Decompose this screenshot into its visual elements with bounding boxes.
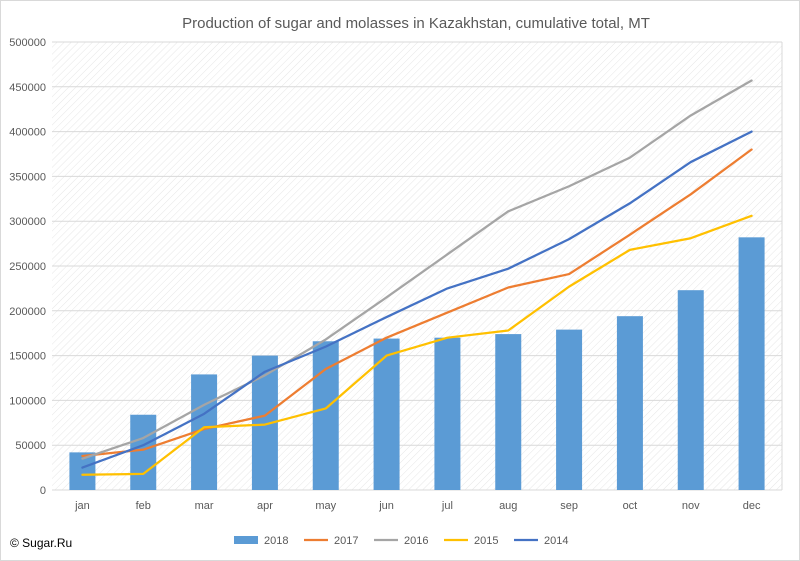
x-tick-label: sep (560, 500, 578, 512)
legend-swatch-2018 (234, 536, 258, 544)
legend: 2018 2017 2016 2015 2014 (234, 535, 568, 547)
y-tick-label: 250000 (9, 261, 46, 273)
x-tick-label: dec (743, 500, 761, 512)
y-tick-label: 150000 (9, 351, 46, 363)
gridlines (52, 41, 783, 491)
legend-label-2016: 2016 (404, 535, 428, 547)
bar-2018-nov (677, 290, 704, 490)
y-tick-label: 500000 (9, 37, 46, 49)
y-tick-label: 50000 (15, 440, 46, 452)
y-tick-label: 100000 (9, 395, 46, 407)
bar-2018-may (312, 341, 339, 490)
y-tick-label: 350000 (9, 171, 46, 183)
x-tick-label: jul (441, 500, 453, 512)
y-tick-label: 450000 (9, 82, 46, 94)
y-tick-label: 0 (40, 485, 46, 497)
y-tick-label: 200000 (9, 306, 46, 318)
series-line-2014 (81, 130, 753, 469)
x-axis: jan feb mar apr may jun jul aug sep oct nov dec (74, 500, 761, 512)
chart-title: Production of sugar and molasses in Kaza… (182, 15, 650, 32)
bar-2018-jun (373, 338, 400, 490)
x-tick-label: may (315, 500, 336, 512)
series-line-2017 (81, 148, 753, 458)
legend-label-2014: 2014 (544, 535, 568, 547)
bar-2018-aug (495, 334, 522, 490)
x-tick-label: mar (195, 500, 214, 512)
series-line-2015 (81, 214, 753, 476)
x-tick-label: feb (136, 500, 151, 512)
x-tick-label: oct (623, 500, 638, 512)
bar-2018-feb (130, 414, 157, 490)
legend-label-2018: 2018 (264, 535, 288, 547)
x-tick-label: jan (74, 500, 90, 512)
series-line-2016 (81, 79, 753, 460)
y-axis: 0 50000 100000 150000 200000 250000 300000 3500… (9, 37, 46, 497)
bar-2018-dec (738, 237, 765, 490)
copyright-text: © Sugar.Ru (10, 536, 73, 550)
legend-label-2015: 2015 (474, 535, 498, 547)
y-tick-label: 300000 (9, 216, 46, 228)
legend-label-2017: 2017 (334, 535, 358, 547)
bar-2018-jul (434, 337, 461, 490)
y-tick-label: 400000 (9, 127, 46, 139)
bar-2018-oct (616, 316, 643, 490)
x-tick-label: nov (682, 500, 700, 512)
bar-2018-sep (556, 329, 583, 490)
x-tick-label: jun (378, 500, 394, 512)
x-tick-label: aug (499, 500, 517, 512)
line-series (81, 79, 753, 476)
x-tick-label: apr (257, 500, 273, 512)
